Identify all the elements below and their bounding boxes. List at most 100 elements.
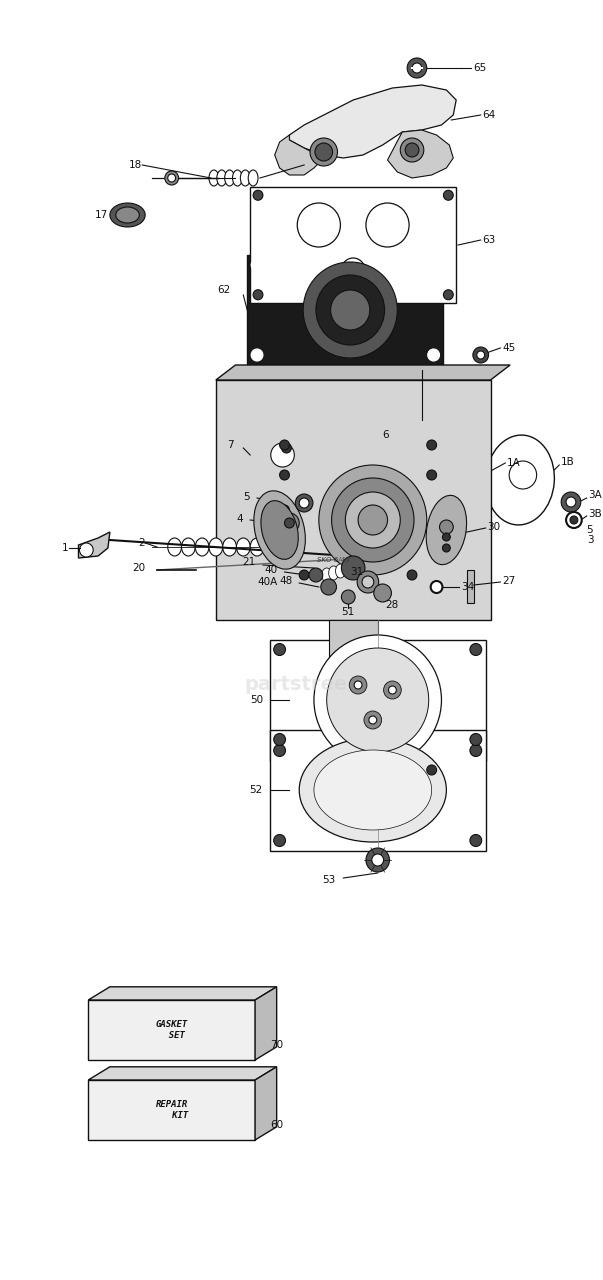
Circle shape (280, 440, 289, 451)
Ellipse shape (343, 562, 352, 576)
Text: 3A: 3A (589, 490, 602, 500)
Circle shape (477, 351, 485, 358)
Polygon shape (275, 134, 324, 175)
Circle shape (427, 765, 437, 774)
Circle shape (354, 681, 362, 689)
Circle shape (315, 143, 333, 161)
Ellipse shape (233, 170, 242, 186)
Text: 6: 6 (383, 430, 389, 440)
Ellipse shape (299, 739, 446, 842)
Circle shape (372, 854, 384, 867)
Circle shape (251, 259, 263, 271)
Circle shape (303, 262, 397, 358)
Polygon shape (270, 640, 485, 760)
Ellipse shape (254, 490, 305, 570)
Circle shape (165, 172, 178, 186)
Circle shape (295, 494, 313, 512)
Circle shape (274, 644, 285, 655)
Text: 34: 34 (461, 582, 475, 591)
Text: 20: 20 (132, 563, 145, 573)
Text: 63: 63 (482, 236, 496, 244)
Circle shape (566, 512, 582, 529)
Circle shape (369, 716, 377, 724)
Text: 62: 62 (217, 285, 230, 294)
Text: 3B: 3B (589, 509, 602, 518)
Polygon shape (250, 187, 456, 303)
Circle shape (80, 543, 93, 557)
Ellipse shape (116, 207, 139, 223)
Text: 27: 27 (502, 576, 516, 586)
Ellipse shape (168, 538, 182, 556)
Text: 28: 28 (385, 600, 399, 611)
Polygon shape (329, 620, 377, 680)
Text: 65: 65 (473, 63, 486, 73)
Text: 3: 3 (587, 535, 593, 545)
Circle shape (341, 556, 365, 580)
Text: 31: 31 (350, 567, 363, 577)
Polygon shape (78, 532, 110, 558)
Text: 45: 45 (502, 343, 516, 353)
Ellipse shape (335, 564, 346, 579)
Text: 53: 53 (322, 876, 335, 884)
Circle shape (309, 568, 323, 582)
Circle shape (388, 686, 396, 694)
Ellipse shape (485, 435, 554, 525)
Polygon shape (88, 1080, 255, 1140)
Circle shape (299, 498, 309, 508)
Circle shape (443, 544, 450, 552)
Circle shape (319, 465, 427, 575)
Circle shape (314, 635, 441, 765)
Polygon shape (88, 987, 277, 1000)
Text: 4: 4 (236, 515, 243, 524)
Text: 51: 51 (342, 607, 355, 617)
Text: 18: 18 (129, 160, 142, 170)
Circle shape (327, 648, 429, 753)
Ellipse shape (110, 204, 145, 227)
Circle shape (412, 63, 422, 73)
Circle shape (407, 570, 417, 580)
Text: 21: 21 (242, 557, 255, 567)
Circle shape (280, 470, 289, 480)
Circle shape (428, 349, 440, 361)
Ellipse shape (241, 170, 250, 186)
Text: 7: 7 (227, 440, 233, 451)
Circle shape (364, 710, 382, 730)
Circle shape (366, 204, 409, 247)
Ellipse shape (195, 538, 209, 556)
Ellipse shape (217, 170, 227, 186)
Text: 5: 5 (587, 525, 593, 535)
Text: SKO 6/45: SKO 6/45 (317, 557, 350, 563)
Circle shape (362, 576, 374, 588)
Circle shape (407, 58, 427, 78)
Circle shape (509, 461, 537, 489)
Circle shape (428, 259, 440, 271)
Polygon shape (247, 255, 443, 365)
Ellipse shape (209, 170, 219, 186)
Polygon shape (388, 131, 453, 178)
Text: partstree: partstree (244, 676, 347, 694)
Circle shape (316, 275, 385, 346)
Ellipse shape (248, 170, 258, 186)
Circle shape (274, 835, 285, 846)
Circle shape (274, 745, 285, 756)
Circle shape (566, 497, 576, 507)
Polygon shape (255, 987, 277, 1060)
Circle shape (253, 191, 263, 200)
Text: 1: 1 (62, 543, 69, 553)
Text: 64: 64 (482, 110, 496, 120)
Circle shape (400, 138, 424, 163)
Circle shape (427, 440, 437, 451)
Circle shape (349, 676, 367, 694)
Ellipse shape (349, 561, 359, 573)
Circle shape (330, 291, 370, 330)
Polygon shape (88, 1066, 277, 1080)
Circle shape (310, 138, 338, 166)
Circle shape (274, 733, 285, 745)
Text: 70: 70 (270, 1039, 283, 1050)
Circle shape (431, 581, 443, 593)
Text: 30: 30 (488, 522, 500, 532)
Text: 52: 52 (250, 785, 263, 795)
Text: 40: 40 (265, 564, 277, 575)
Circle shape (440, 520, 453, 534)
Circle shape (332, 477, 414, 562)
